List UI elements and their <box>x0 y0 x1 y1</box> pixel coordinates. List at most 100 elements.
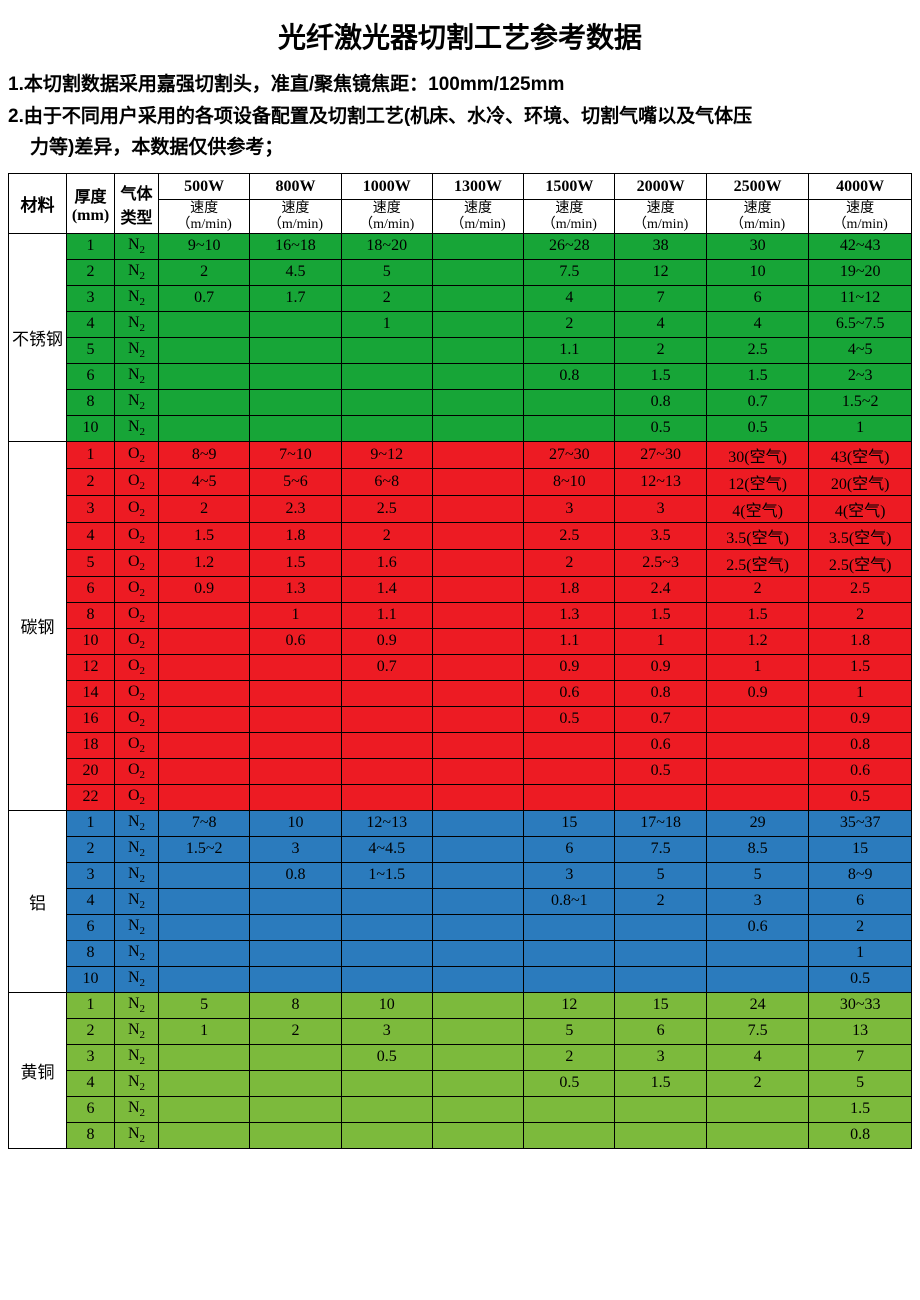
speed-cell: 1.5 <box>615 363 706 389</box>
note-1: 1.本切割数据采用嘉强切割头，准直/聚焦镜焦距：100mm/125mm <box>8 70 912 100</box>
table-head: 材料 厚度 (mm) 气体 类型 500W 800W 1000W 1300W 1… <box>9 174 912 234</box>
thickness-cell: 4 <box>67 888 115 914</box>
speed-cell: 3 <box>341 1018 432 1044</box>
speed-cell <box>159 415 250 441</box>
speed-cell <box>706 940 809 966</box>
speed-cell: 8~9 <box>159 441 250 468</box>
speed-cell: 3.5(空气) <box>809 522 912 549</box>
material-label: 铝 <box>9 810 67 992</box>
speed-cell <box>341 415 432 441</box>
speed-cell: 0.7 <box>159 285 250 311</box>
speed-cell: 0.6 <box>615 732 706 758</box>
table-row: 6N20.62 <box>9 914 912 940</box>
gas-cell: N2 <box>115 992 159 1018</box>
gas-cell: N2 <box>115 836 159 862</box>
speed-cell <box>159 363 250 389</box>
gas-cell: O2 <box>115 732 159 758</box>
thickness-cell: 5 <box>67 549 115 576</box>
note-2b: 力等)差异，本数据仅供参考； <box>8 133 912 163</box>
thickness-cell: 8 <box>67 602 115 628</box>
speed-cell: 13 <box>809 1018 912 1044</box>
speed-cell: 24 <box>706 992 809 1018</box>
table-row: 3N20.52347 <box>9 1044 912 1070</box>
speed-cell: 4(空气) <box>809 495 912 522</box>
table-row: 2O24~55~66~88~1012~1312(空气)20(空气) <box>9 468 912 495</box>
speed-cell: 12 <box>615 259 706 285</box>
speed-cell: 1.1 <box>524 337 615 363</box>
table-row: 5N21.122.54~5 <box>9 337 912 363</box>
thickness-cell: 2 <box>67 468 115 495</box>
table-row: 8O211.11.31.51.52 <box>9 602 912 628</box>
speed-cell <box>432 628 523 654</box>
speed-cell <box>341 784 432 810</box>
speed-cell: 11~12 <box>809 285 912 311</box>
speed-cell: 8.5 <box>706 836 809 862</box>
speed-cell <box>250 680 341 706</box>
speed-cell <box>432 285 523 311</box>
speed-cell: 3 <box>524 495 615 522</box>
speed-cell: 5~6 <box>250 468 341 495</box>
thickness-cell: 6 <box>67 576 115 602</box>
speed-cell: 1 <box>809 680 912 706</box>
speed-cell <box>159 389 250 415</box>
speed-cell <box>159 1096 250 1122</box>
speed-cell <box>524 389 615 415</box>
speed-cell: 30(空气) <box>706 441 809 468</box>
speed-cell: 18~20 <box>341 233 432 259</box>
speed-cell: 0.9 <box>524 654 615 680</box>
speed-cell: 1.5 <box>615 1070 706 1096</box>
gas-cell: N2 <box>115 1044 159 1070</box>
table-row: 8N21 <box>9 940 912 966</box>
speed-cell: 1 <box>159 1018 250 1044</box>
speed-cell <box>615 1122 706 1148</box>
gas-cell: O2 <box>115 628 159 654</box>
speed-cell: 0.9 <box>341 628 432 654</box>
thickness-cell: 1 <box>67 441 115 468</box>
table-row: 3N20.81~1.53558~9 <box>9 862 912 888</box>
speed-cell: 1 <box>615 628 706 654</box>
table-row: 14O20.60.80.91 <box>9 680 912 706</box>
speed-cell: 3.5 <box>615 522 706 549</box>
speed-cell: 0.8~1 <box>524 888 615 914</box>
speed-cell <box>706 706 809 732</box>
speed-cell: 27~30 <box>615 441 706 468</box>
speed-cell <box>432 966 523 992</box>
page-title: 光纤激光器切割工艺参考数据 <box>8 16 912 56</box>
speed-cell: 7 <box>615 285 706 311</box>
power-800w: 800W <box>250 174 341 200</box>
table-row: 不锈钢1N29~1016~1818~2026~28383042~43 <box>9 233 912 259</box>
speed-cell: 15 <box>524 810 615 836</box>
gas-cell: N2 <box>115 1122 159 1148</box>
table-row: 黄铜1N2581012152430~33 <box>9 992 912 1018</box>
gas-cell: N2 <box>115 914 159 940</box>
speed-cell <box>432 784 523 810</box>
speed-cell <box>615 914 706 940</box>
speed-cell: 17~18 <box>615 810 706 836</box>
speed-header: 速度（m/min) <box>432 200 523 234</box>
speed-cell <box>250 966 341 992</box>
gas-cell: O2 <box>115 758 159 784</box>
speed-cell <box>706 758 809 784</box>
speed-cell: 12(空气) <box>706 468 809 495</box>
table-row: 8N20.8 <box>9 1122 912 1148</box>
speed-cell: 43(空气) <box>809 441 912 468</box>
table-row: 2N224.557.5121019~20 <box>9 259 912 285</box>
speed-cell <box>250 888 341 914</box>
speed-cell: 29 <box>706 810 809 836</box>
speed-cell: 2 <box>524 1044 615 1070</box>
speed-cell: 12 <box>524 992 615 1018</box>
speed-cell <box>432 1096 523 1122</box>
thickness-cell: 8 <box>67 940 115 966</box>
speed-cell: 2.3 <box>250 495 341 522</box>
speed-cell: 3 <box>250 836 341 862</box>
speed-cell <box>432 1018 523 1044</box>
speed-cell <box>341 363 432 389</box>
speed-cell <box>432 468 523 495</box>
speed-cell: 1.2 <box>706 628 809 654</box>
speed-cell <box>341 940 432 966</box>
thickness-cell: 1 <box>67 233 115 259</box>
gas-cell: N2 <box>115 940 159 966</box>
speed-cell <box>341 389 432 415</box>
table-row: 4O21.51.822.53.53.5(空气)3.5(空气) <box>9 522 912 549</box>
speed-cell <box>432 549 523 576</box>
